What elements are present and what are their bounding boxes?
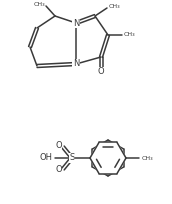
Text: O: O <box>55 142 62 151</box>
Text: O: O <box>55 165 62 174</box>
Text: OH: OH <box>40 153 53 163</box>
Text: N: N <box>73 19 79 28</box>
Text: CH₃: CH₃ <box>124 32 136 38</box>
Polygon shape <box>90 142 126 174</box>
Text: N: N <box>73 60 79 69</box>
Text: CH₃: CH₃ <box>33 1 45 7</box>
Text: S: S <box>69 153 75 163</box>
Text: CH₃: CH₃ <box>109 3 121 9</box>
Text: O: O <box>98 68 104 76</box>
Text: CH₃: CH₃ <box>142 155 154 161</box>
